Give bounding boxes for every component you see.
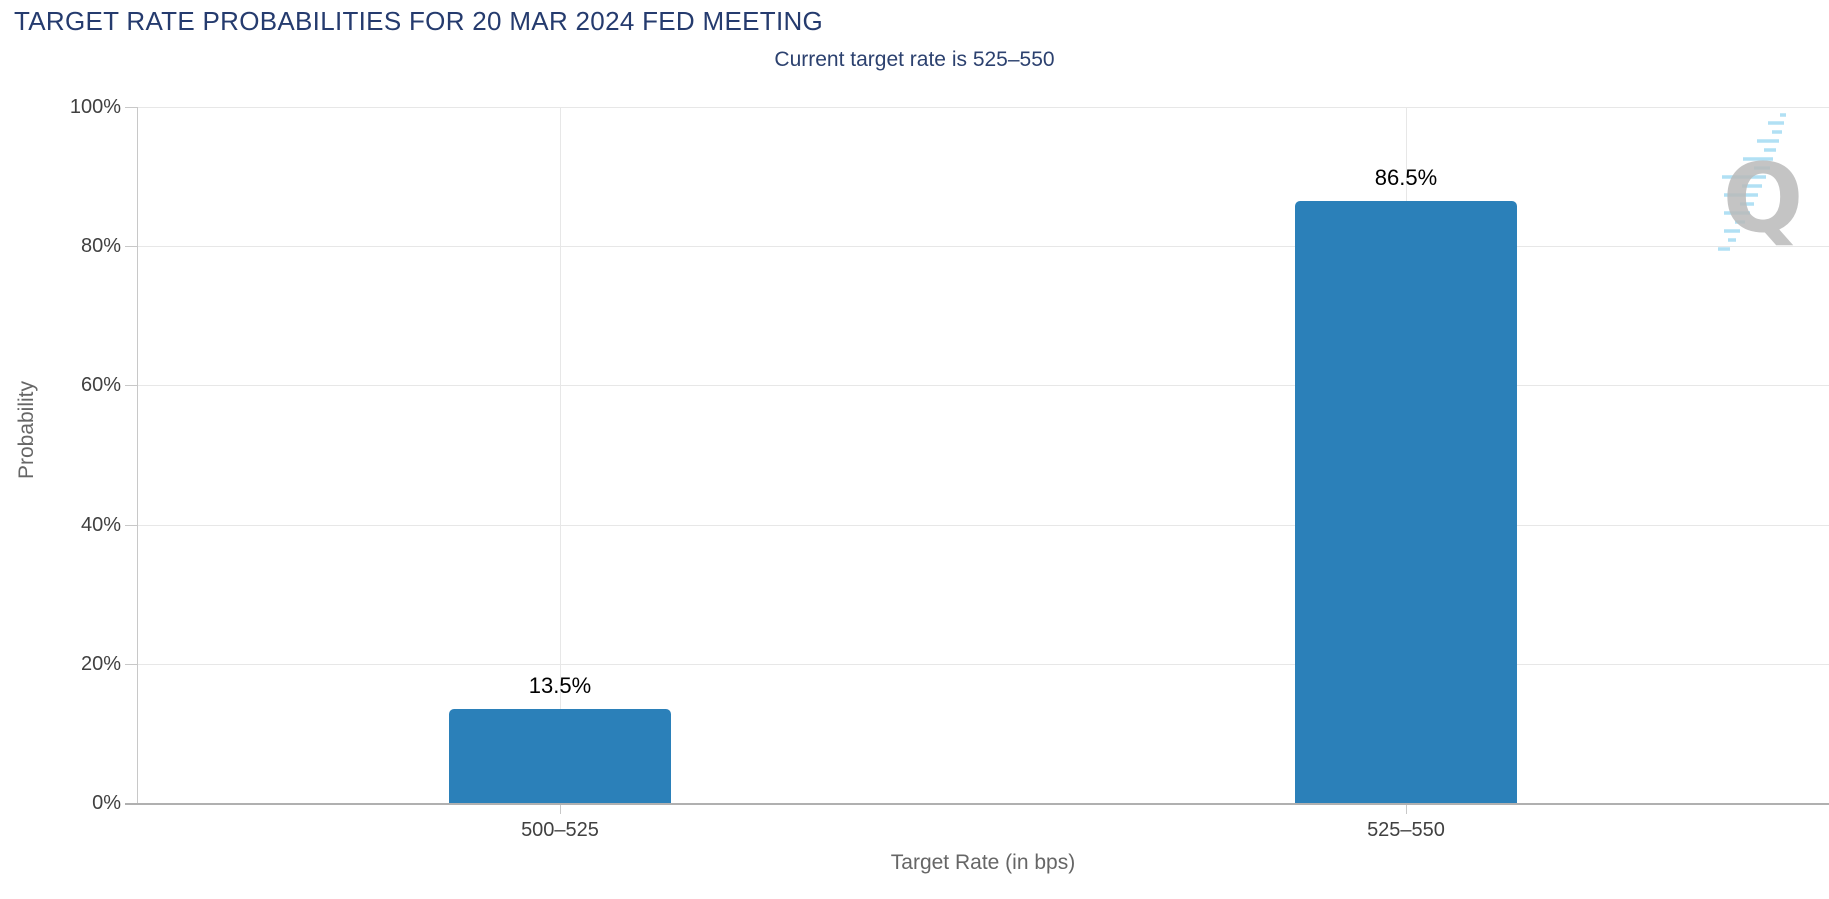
y-tick-label: 60% (80, 374, 121, 397)
grid-line-horizontal (137, 385, 1829, 387)
logo-q-watermark: Q (1718, 113, 1804, 254)
x-axis-title: Target Rate (in bps) (890, 851, 1076, 874)
chart-title: TARGET RATE PROBABILITIES FOR 20 MAR 202… (14, 6, 824, 36)
bar-value-label: 13.5% (528, 673, 592, 699)
logo-q-letter: Q (1723, 144, 1804, 254)
bar-525-550[interactable] (1295, 200, 1517, 803)
bar-value-label: 86.5% (1374, 164, 1438, 190)
grid-line-horizontal (137, 663, 1829, 665)
grid-line-horizontal (137, 246, 1829, 248)
x-axis-line (125, 803, 1829, 805)
y-axis-tick (125, 385, 137, 387)
x-tick-label: 525–550 (1367, 819, 1445, 841)
y-axis-tick (125, 246, 137, 248)
y-axis-line (137, 107, 138, 803)
grid-line-horizontal (137, 107, 1829, 108)
y-tick-label: 20% (80, 652, 121, 675)
grid-line-vertical (560, 107, 561, 803)
y-tick-label: 0% (92, 792, 121, 814)
x-tick-label: 500–525 (521, 819, 599, 841)
x-axis-tick (560, 805, 561, 814)
bar-500-525[interactable] (449, 709, 671, 803)
y-tick-label: 100% (69, 96, 121, 118)
chart-subtitle: Current target rate is 525–550 (774, 48, 1055, 71)
x-axis-tick (1406, 805, 1407, 814)
grid-line-horizontal (137, 524, 1829, 526)
y-axis-tick (125, 663, 137, 665)
y-axis-tick (125, 524, 137, 526)
logo-dash-streak-icon (1718, 113, 1786, 251)
y-axis-tick (125, 107, 137, 108)
y-tick-label: 80% (80, 235, 121, 258)
y-tick-label: 40% (80, 513, 121, 536)
